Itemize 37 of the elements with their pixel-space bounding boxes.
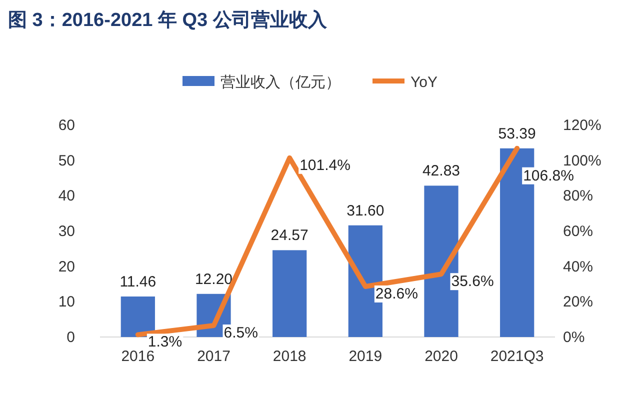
y2-tick-label: 0% <box>563 329 585 346</box>
x-tick-label: 2017 <box>197 348 230 365</box>
data-label: 101.4% <box>300 156 350 174</box>
data-label: 11.46 <box>120 274 156 291</box>
bar <box>272 250 307 337</box>
y2-tick-label: 80% <box>563 188 594 205</box>
x-tick-label: 2018 <box>272 348 306 365</box>
legend-label: YoY <box>410 74 438 91</box>
y-tick-label: 10 <box>58 294 75 311</box>
y2-tick-label: 20% <box>563 294 594 311</box>
data-label: 42.83 <box>422 162 460 180</box>
chart-title: 图 3：2016-2021 年 Q3 公司营业收入 <box>8 9 328 31</box>
data-label: 106.8% <box>523 167 574 184</box>
data-label: 53.39 <box>498 125 536 142</box>
data-label: 31.60 <box>346 202 384 220</box>
x-tick-label: 2016 <box>121 348 155 365</box>
data-label: 35.6% <box>451 273 494 290</box>
x-tick-label: 2020 <box>424 348 458 365</box>
y-tick-label: 0 <box>66 329 75 346</box>
legend-label: 营业收入（亿元） <box>220 74 340 91</box>
y2-tick-label: 40% <box>563 258 594 276</box>
x-tick-label: 2021Q3 <box>490 348 544 365</box>
data-label: 28.6% <box>375 285 418 302</box>
y2-tick-label: 100% <box>563 152 602 170</box>
bar <box>120 296 155 337</box>
y-tick-label: 30 <box>58 223 75 240</box>
data-label: 12.20 <box>194 270 233 288</box>
y2-tick-label: 60% <box>563 223 594 240</box>
y-tick-label: 40 <box>58 188 75 205</box>
y-tick-label: 20 <box>58 258 75 276</box>
x-tick-label: 2019 <box>348 348 382 365</box>
data-label: 24.57 <box>270 227 308 244</box>
data-label: 1.3% <box>148 334 182 351</box>
y-tick-label: 60 <box>58 117 75 134</box>
y2-tick-label: 120% <box>563 117 602 134</box>
data-label: 6.5% <box>224 324 258 342</box>
y-tick-label: 50 <box>58 152 75 170</box>
